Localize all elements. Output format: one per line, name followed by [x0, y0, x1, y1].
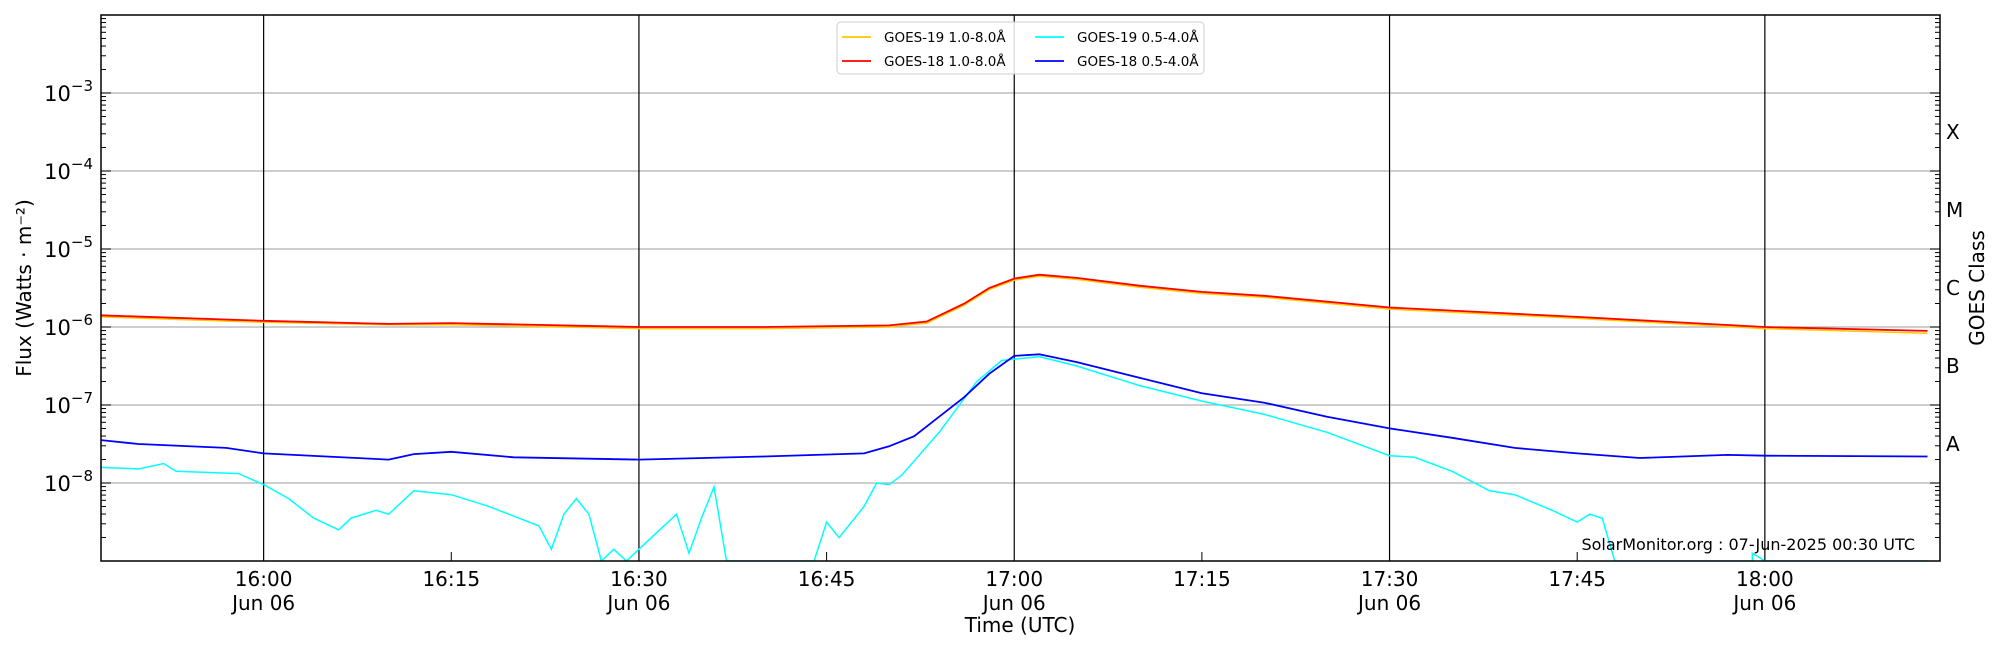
series-line-goes-18-0-5-4-0-: [101, 353, 1928, 461]
x-axis-label: Time (UTC): [964, 613, 1076, 637]
x-tick-date-label: Jun 06: [605, 591, 670, 615]
legend-box: [836, 21, 1205, 75]
goes-class-label: M: [1946, 198, 1963, 222]
x-tick-date-label: Jun 06: [1731, 591, 1796, 615]
goes-class-label: B: [1946, 354, 1960, 378]
plot-frame: [100, 14, 1941, 562]
series-line-goes-19-0-5-4-0-: [101, 355, 1928, 561]
y-tick-label: 10−7: [44, 389, 93, 418]
goes-class-label: C: [1946, 276, 1960, 300]
goes-class-label: A: [1946, 432, 1960, 456]
x-tick-label: 17:00: [985, 567, 1043, 591]
y-tick-label: 10−3: [44, 77, 93, 106]
y-tick-label: 10−5: [44, 233, 93, 262]
x-tick-label: 18:00: [1736, 567, 1794, 591]
x-tick-label: 17:45: [1548, 567, 1606, 591]
series-lines: [101, 273, 1928, 561]
legend-label: GOES-18 0.5-4.0Å: [1077, 53, 1199, 70]
x-tick-date-label: Jun 06: [1356, 591, 1421, 615]
legend-label: GOES-19 0.5-4.0Å: [1077, 29, 1199, 46]
x-tick-label: 16:15: [422, 567, 480, 591]
x-tick-date-label: Jun 06: [230, 591, 295, 615]
x-tick-label: 17:30: [1361, 567, 1419, 591]
x-tick-label: 16:00: [235, 567, 293, 591]
legend-label: GOES-19 1.0-8.0Å: [884, 29, 1006, 46]
watermark-annotation: SolarMonitor.org : 07-Jun-2025 00:30 UTC: [1581, 535, 1915, 554]
legend: GOES-19 1.0-8.0Å GOES-18 1.0-8.0Å GOES-19 …: [836, 21, 1205, 75]
x-tick-label: 16:45: [798, 567, 856, 591]
x-tick-date-label: Jun 06: [981, 591, 1046, 615]
grid: [101, 15, 1940, 561]
series-line-goes-19-1-0-8-0-: [101, 275, 1928, 334]
y-tick-label: 10−6: [44, 311, 93, 340]
goes-class-label: X: [1946, 120, 1960, 144]
y-tick-label: 10−4: [44, 155, 93, 184]
y2-axis-label: GOES Class: [1965, 230, 1989, 346]
series-line-goes-18-1-0-8-0-: [101, 273, 1928, 332]
x-tick-label: 17:15: [1173, 567, 1231, 591]
y-axis-label: Flux (Watts · m⁻²): [12, 199, 36, 377]
y-tick-label: 10−8: [44, 467, 93, 496]
legend-label: GOES-18 1.0-8.0Å: [884, 53, 1006, 70]
x-tick-label: 16:30: [610, 567, 668, 591]
